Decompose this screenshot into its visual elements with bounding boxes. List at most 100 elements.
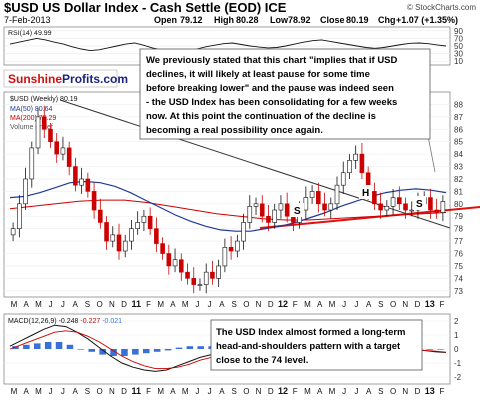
x-axis-label: A bbox=[219, 300, 225, 309]
macd-x-axis-label: S bbox=[85, 387, 90, 396]
x-axis-label: M bbox=[329, 300, 336, 309]
price-tick-label: 79 bbox=[454, 212, 463, 221]
macd-x-axis-label: A bbox=[317, 387, 323, 396]
macd-value-2: -0.227 bbox=[80, 318, 100, 325]
candle-body bbox=[291, 215, 296, 223]
x-axis-label: O bbox=[390, 300, 396, 309]
candle-body bbox=[372, 191, 377, 205]
macd-x-axis-label: J bbox=[49, 387, 53, 396]
x-axis-label: 12 bbox=[278, 299, 288, 309]
rsi-tick-label: 30 bbox=[454, 50, 463, 59]
x-axis-label: F bbox=[440, 300, 445, 309]
quote-close-label: Close bbox=[320, 15, 345, 25]
x-axis-label: A bbox=[72, 300, 78, 309]
price-tick-label: 77 bbox=[454, 237, 463, 246]
candle-body bbox=[10, 228, 16, 236]
candle-body bbox=[247, 206, 253, 223]
macd-x-axis-label: S bbox=[231, 387, 236, 396]
annotation-bottom-line-2: head-and-shoulders pattern with a target bbox=[216, 341, 401, 352]
price-tick-label: 74 bbox=[454, 274, 463, 283]
macd-histogram-bar bbox=[44, 342, 52, 349]
x-axis-label: J bbox=[342, 300, 346, 309]
macd-histogram-bar bbox=[88, 349, 96, 352]
candle-body bbox=[91, 191, 97, 211]
quote-open: 79.12 bbox=[180, 15, 203, 25]
quote-open-label: Open bbox=[154, 15, 177, 25]
annotation-top-line-5: now. At this point the continuation of t… bbox=[146, 111, 376, 122]
macd-x-axis-label: M bbox=[182, 387, 189, 396]
macd-x-axis-label: J bbox=[342, 387, 346, 396]
macd-x-axis-label: A bbox=[24, 387, 30, 396]
x-axis-label: A bbox=[24, 300, 30, 309]
rsi-tick-label: 10 bbox=[454, 57, 463, 66]
x-axis-label: N bbox=[256, 300, 262, 309]
candle-body bbox=[309, 191, 315, 198]
candle-body bbox=[334, 184, 340, 205]
macd-x-axis-label: J bbox=[195, 387, 199, 396]
x-axis-label: F bbox=[146, 300, 151, 309]
macd-x-axis-label: F bbox=[293, 387, 298, 396]
x-axis-label: M bbox=[182, 300, 189, 309]
candle-body bbox=[178, 259, 184, 273]
macd-tick-label: -2 bbox=[454, 373, 462, 382]
macd-x-axis-label: J bbox=[61, 387, 65, 396]
candle-body bbox=[353, 153, 358, 161]
x-axis-label: D bbox=[268, 300, 274, 309]
candle-body bbox=[160, 243, 165, 254]
rsi-label: RSI(14) 49.99 bbox=[8, 30, 52, 37]
macd-x-axis-label: D bbox=[121, 387, 127, 396]
candle-body bbox=[259, 203, 265, 217]
macd-tick-label: 0 bbox=[454, 345, 459, 354]
quote-high: 80.28 bbox=[236, 15, 259, 25]
macd-histogram-bar bbox=[110, 349, 117, 356]
x-axis-label: O bbox=[243, 300, 249, 309]
rsi-tick-label: 70 bbox=[454, 34, 463, 43]
x-axis-label: D bbox=[415, 300, 421, 309]
candle-body bbox=[216, 265, 221, 279]
rsi-tick-label: 90 bbox=[454, 27, 463, 36]
candle-body bbox=[104, 222, 109, 242]
macd-x-axis-label: N bbox=[402, 387, 408, 396]
macd-x-axis-label: O bbox=[96, 387, 102, 396]
x-axis-label: J bbox=[208, 300, 212, 309]
macd-x-axis-label: O bbox=[390, 387, 396, 396]
candle-body bbox=[54, 141, 60, 155]
chart-date: 7-Feb-2013 bbox=[4, 15, 51, 25]
macd-histogram-bar bbox=[77, 349, 85, 350]
candle-body bbox=[185, 271, 190, 279]
candle-body bbox=[440, 201, 446, 213]
macd-x-axis-label: D bbox=[268, 387, 274, 396]
candle-body bbox=[359, 153, 365, 174]
candle-body bbox=[79, 178, 84, 186]
candle-body bbox=[316, 191, 321, 205]
macd-x-axis-label: S bbox=[378, 387, 383, 396]
price-tick-label: 87 bbox=[454, 113, 463, 122]
quote-chg: +1.07 (+1.35%) bbox=[396, 15, 458, 25]
rsi-line bbox=[9, 37, 447, 53]
annotation-top-line-4: - the USD Index has been consolidating f… bbox=[146, 97, 397, 108]
macd-x-axis-label: 11 bbox=[132, 386, 142, 396]
x-axis-label: J bbox=[195, 300, 199, 309]
candle-body bbox=[29, 147, 35, 180]
candle-body bbox=[347, 160, 352, 174]
macd-x-axis-label: O bbox=[243, 387, 249, 396]
candle-body bbox=[303, 197, 309, 211]
x-axis-label: N bbox=[109, 300, 115, 309]
candle-body bbox=[378, 203, 383, 211]
x-axis-label: J bbox=[354, 300, 358, 309]
x-axis-label: 11 bbox=[132, 299, 142, 309]
candle-body bbox=[122, 240, 128, 252]
macd-x-axis-label: 13 bbox=[425, 386, 435, 396]
candle-body bbox=[403, 203, 408, 211]
candle-body bbox=[110, 234, 116, 242]
watermark: © StockCharts.com bbox=[407, 3, 476, 12]
annotation-top-line-1: We previously stated that this chart "im… bbox=[146, 55, 398, 66]
pattern-marker-head: H bbox=[359, 185, 372, 199]
annotation-top-line-6: becoming a real possibility once again. bbox=[146, 125, 323, 136]
legend-ma200: MA(200) 79.29 bbox=[10, 115, 56, 122]
candle-body bbox=[73, 166, 78, 186]
legend-main: $USD (Weekly) 80.19 bbox=[10, 96, 78, 103]
candle-body bbox=[284, 203, 290, 217]
candle-body bbox=[266, 215, 271, 223]
